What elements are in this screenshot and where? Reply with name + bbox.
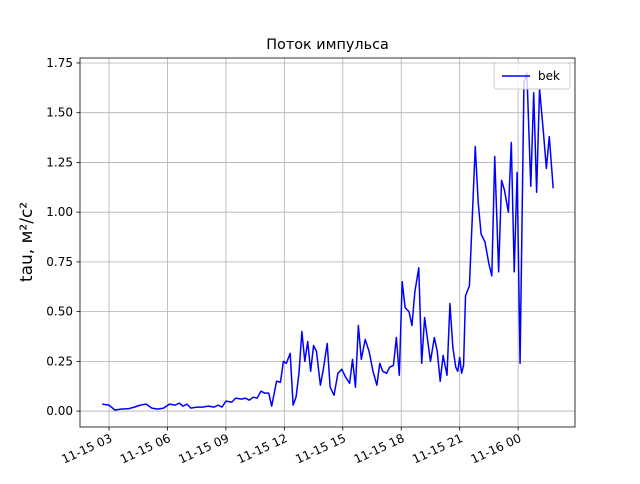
y-tick-label: 1.25 xyxy=(46,155,73,169)
y-tick-label: 1.50 xyxy=(46,106,73,120)
x-tick-label: 11-16 00 xyxy=(469,431,524,466)
legend-box xyxy=(493,62,571,90)
y-tick-label: 0.25 xyxy=(46,354,73,368)
y-tick-label: 1.75 xyxy=(46,56,73,70)
y-tick-label: 0.50 xyxy=(46,305,73,319)
legend-label: bek xyxy=(538,69,560,83)
x-tick-label: 11-15 21 xyxy=(410,431,465,466)
y-tick-label: 1.00 xyxy=(46,205,73,219)
data-line xyxy=(102,72,554,411)
x-tick-label: 11-15 09 xyxy=(176,431,231,466)
x-tick-label: 11-15 18 xyxy=(352,431,407,466)
chart-title: Поток импульса xyxy=(266,37,389,53)
x-tick-label: 11-15 12 xyxy=(235,431,290,466)
y-tick-label: 0.00 xyxy=(46,404,73,418)
y-tick-label: 0.75 xyxy=(46,255,73,269)
x-tick-label: 11-15 15 xyxy=(293,431,348,466)
x-tick-label: 11-15 03 xyxy=(59,431,114,466)
x-tick-label: 11-15 06 xyxy=(118,431,173,466)
plot-frame xyxy=(79,57,576,428)
y-axis-label: tau, м²/с² xyxy=(17,202,37,282)
